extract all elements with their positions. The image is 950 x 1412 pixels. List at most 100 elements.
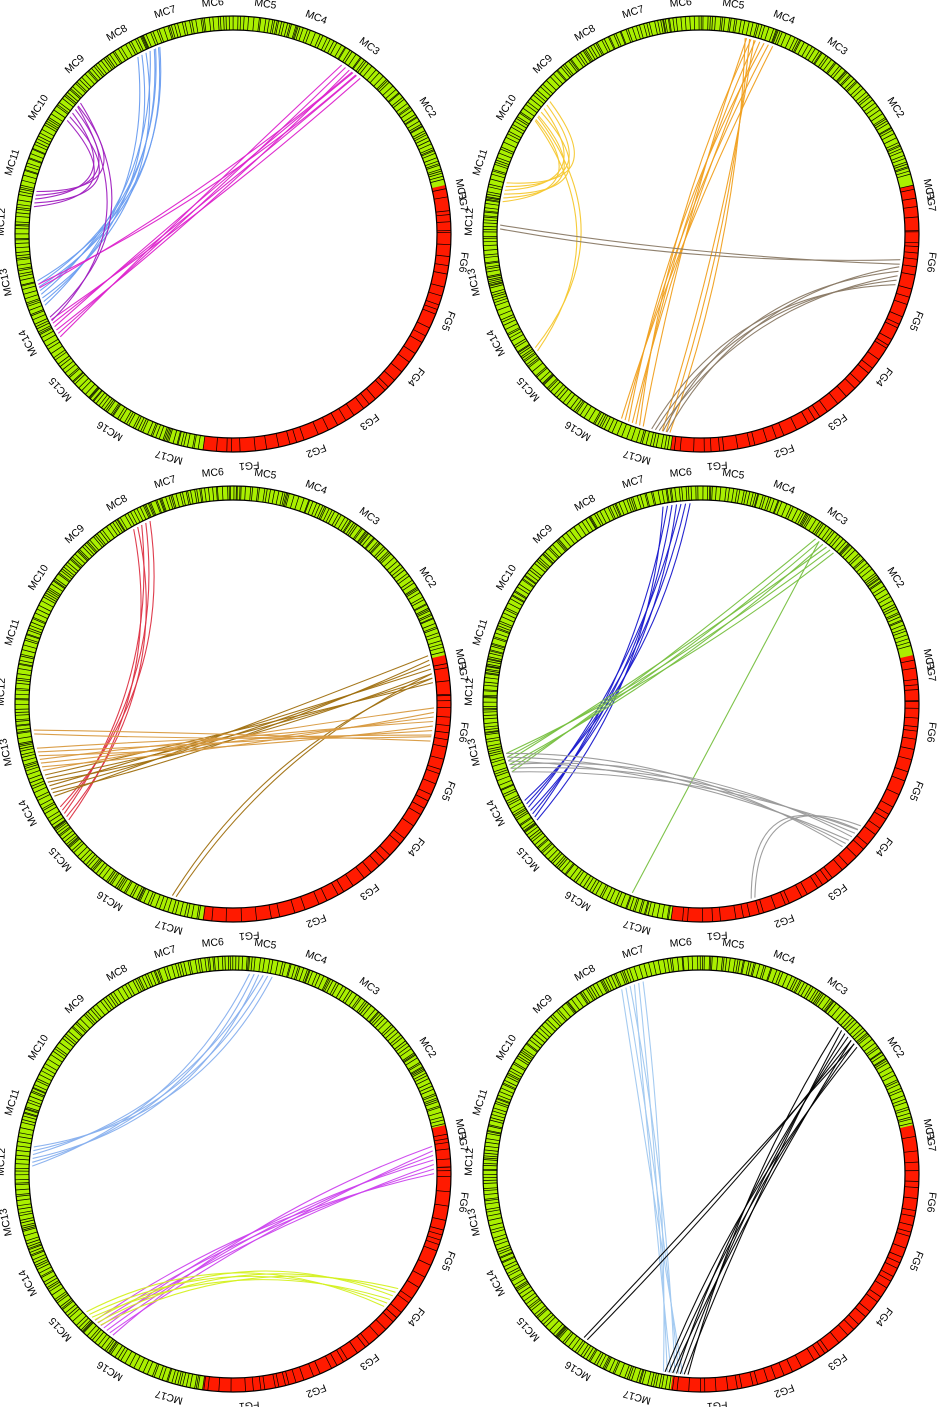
chromosome-label-mc12: MC12 (0, 677, 8, 706)
chromosome-label-mc5: MC5 (722, 0, 746, 12)
chromosome-label-fg1: FG1 (238, 1399, 259, 1407)
chromosome-label-mc4: MC4 (304, 8, 329, 27)
link-5-1 (33, 729, 431, 742)
chromosome-label-mc6: MC6 (201, 0, 224, 10)
chromosome-label-mc2: MC2 (884, 1035, 906, 1060)
chromosome-label-mc1: MC1 (453, 648, 469, 672)
link-3-2 (586, 1040, 852, 1341)
chromosome-label-mc2: MC2 (416, 95, 438, 120)
link-6-2 (500, 228, 901, 261)
chromosome-label-mc5: MC5 (722, 467, 746, 482)
link-2-2 (665, 38, 751, 433)
chromosome-label-fg3: FG3 (825, 1351, 849, 1373)
link-3-4 (503, 111, 570, 195)
chromosome-label-fg6: FG6 (924, 1191, 938, 1213)
chromosome-label-fg5: FG5 (439, 1249, 458, 1273)
link-2-1 (44, 682, 434, 776)
link-2-5 (510, 541, 820, 769)
chromosome-label-mc8: MC8 (104, 22, 129, 44)
link-3-4 (94, 1270, 393, 1321)
chromosome-label-mc9: MC9 (531, 52, 556, 76)
chromosome-label-fg6: FG6 (924, 721, 938, 743)
chromosome-label-fg1: FG1 (706, 1399, 727, 1407)
ring-outer-outline (482, 485, 920, 923)
link-3-5 (57, 67, 346, 334)
chromosome-label-mc2: MC2 (884, 565, 906, 590)
chromosome-label-mc1: MC1 (453, 178, 469, 202)
link-1-5 (625, 987, 680, 1374)
chromosome-label-fg3: FG3 (825, 411, 849, 433)
link-5-3 (35, 112, 95, 200)
chromosome-label-mc10: MC10 (494, 1032, 519, 1062)
chromosome-label-mc2: MC2 (416, 1035, 438, 1060)
chromosome-label-fg3: FG3 (825, 881, 849, 903)
chromosome-label-fg6: FG6 (924, 251, 938, 273)
ring-outer-outline (14, 15, 452, 453)
chromosome-label-mc6: MC6 (669, 0, 692, 10)
ring-inner-outline (28, 499, 438, 909)
chromosome-label-mc10: MC10 (494, 562, 519, 592)
link-5-1 (36, 105, 105, 193)
link-1-1 (33, 976, 273, 1148)
chromosome-label-mc7: MC7 (621, 943, 646, 961)
link-3-2 (52, 75, 357, 324)
panel-5: MC1 MC2 MC3 MC4 MC5 MC6 MC7 MC8 MC9 MC10 MC11 MC12 M… (0, 936, 470, 1412)
link-3-6 (59, 64, 343, 338)
link-4-6 (42, 711, 434, 768)
chromosome-label-mc17: MC17 (154, 1387, 184, 1406)
chromosome-label-mc14: MC14 (484, 328, 508, 359)
chromosome-label-mc1: MC1 (453, 1118, 469, 1142)
link-5-3 (658, 275, 898, 431)
link-3-1 (50, 77, 361, 321)
link-5-4 (34, 116, 100, 204)
link-2-2 (38, 48, 157, 285)
chromosome-label-fg5: FG5 (907, 309, 926, 333)
chromosome-label-mc17: MC17 (622, 447, 652, 466)
panel-3: MC1 MC2 MC3 MC4 MC5 MC6 MC7 MC8 MC9 MC10 MC11 MC12 M… (0, 466, 470, 942)
link-2-1 (661, 40, 755, 432)
chromosome-label-fg2: FG2 (304, 1381, 328, 1400)
chromosome-label-mc14: MC14 (16, 798, 40, 829)
link-2-6 (109, 1150, 433, 1334)
chromosome-label-mc13: MC13 (465, 1207, 483, 1237)
chromosome-label-fg7: FG7 (455, 1131, 470, 1153)
link-5-2 (654, 279, 897, 431)
link-2-5 (50, 664, 431, 790)
chromosome-label-mc3: MC3 (357, 35, 382, 58)
chromosome-label-mc5: MC5 (722, 937, 746, 952)
chromosome-label-mc4: MC4 (772, 948, 797, 967)
link-1-5 (532, 505, 673, 815)
ring-outer-outline (482, 15, 920, 453)
panel-2: MC1 MC2 MC3 MC4 MC5 MC6 MC7 MC8 MC9 MC10 MC11 MC12 M… (463, 0, 939, 472)
chromosome-label-mc1: MC1 (921, 178, 937, 202)
ring-inner-outline (496, 29, 906, 439)
link-5-1 (651, 284, 896, 430)
link-1-1 (38, 47, 161, 288)
link-2-6 (683, 1030, 843, 1375)
chromosome-label-fg6: FG6 (456, 721, 470, 743)
chromosome-label-mc8: MC8 (572, 22, 597, 44)
chromosome-label-mc14: MC14 (16, 1268, 40, 1299)
chromosome-label-mc6: MC6 (201, 936, 224, 950)
chromosome-label-mc11: MC11 (2, 1087, 22, 1117)
link-2-2 (97, 1168, 435, 1324)
link-5-1 (750, 815, 859, 899)
link-4-6 (511, 771, 858, 831)
link-2-1 (37, 46, 162, 282)
chromosome-label-mc10: MC10 (26, 92, 51, 122)
chromosome-label-fg4: FG4 (873, 1305, 895, 1329)
chromosome-label-mc8: MC8 (104, 492, 129, 514)
chromosome-label-mc9: MC9 (63, 992, 88, 1016)
ring-fg-segment (670, 654, 919, 922)
chromosome-label-mc8: MC8 (572, 962, 597, 984)
link-1-4 (530, 504, 678, 811)
chromosome-label-mc11: MC11 (470, 617, 490, 647)
chromosome-label-fg7: FG7 (455, 661, 470, 683)
chromosome-label-mc10: MC10 (494, 92, 519, 122)
link-1-2 (39, 48, 156, 292)
link-6-1 (49, 102, 113, 318)
link-6-1 (500, 224, 900, 265)
chromosome-label-mc16: MC16 (95, 1358, 125, 1383)
chromosome-label-mc13: MC13 (465, 267, 483, 297)
chromosome-label-mc4: MC4 (772, 8, 797, 27)
